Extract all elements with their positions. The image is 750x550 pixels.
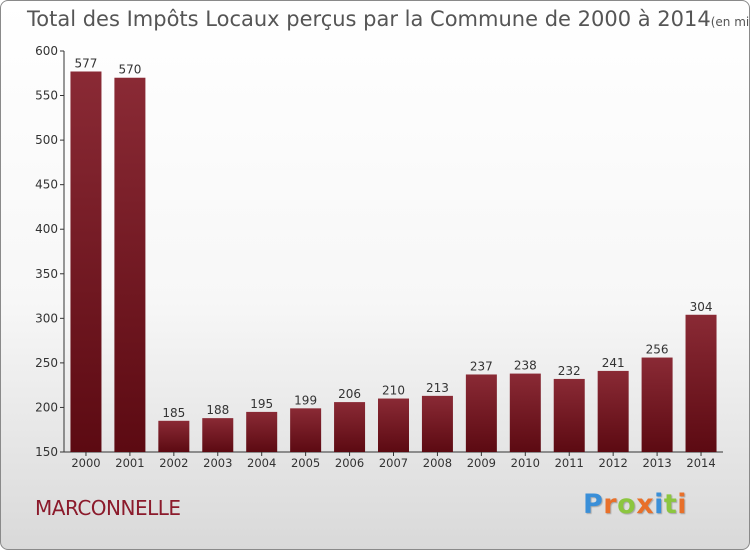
logo-letter: i (654, 489, 664, 520)
data-label: 241 (602, 356, 625, 370)
data-label: 237 (470, 359, 493, 373)
y-tick-label: 150 (35, 445, 58, 459)
x-tick-label: 2003 (203, 456, 232, 470)
logo-letter: P (583, 489, 604, 520)
bar (421, 395, 453, 452)
labels: 2000 577 2001 570 2002 185 2003 188 2004 195 2005 1… (71, 56, 715, 470)
x-tick-label: 2013 (642, 456, 671, 470)
x-tick-label: 2004 (247, 456, 276, 470)
data-label: 206 (338, 387, 361, 401)
x-tick-label: 2005 (291, 456, 320, 470)
x-tick-label: 2007 (379, 456, 408, 470)
bar (246, 411, 278, 452)
data-label: 304 (690, 300, 713, 314)
data-label: 577 (75, 56, 98, 70)
logo-letter: t (663, 489, 678, 520)
bar (158, 420, 190, 452)
y-tick-label: 450 (35, 178, 58, 192)
x-tick-label: 2001 (115, 456, 144, 470)
logo-letter: r (603, 489, 618, 520)
bar (465, 374, 497, 452)
x-tick-label: 2011 (555, 456, 584, 470)
bar (685, 314, 717, 452)
data-label: 199 (294, 393, 317, 407)
logo-letter: x (636, 489, 655, 520)
y-tick-label: 350 (35, 267, 58, 281)
commune-name: MARCONNELLE (35, 496, 181, 520)
y-tick-label: 250 (35, 356, 58, 370)
bar (553, 378, 585, 452)
y-tick-label: 200 (35, 400, 58, 414)
x-tick-label: 2000 (71, 456, 100, 470)
bar (641, 357, 673, 452)
y-tick-label: 400 (35, 222, 58, 236)
bar (290, 408, 322, 452)
data-label: 195 (250, 397, 273, 411)
chart-title-text: Total des Impôts Locaux perçus par la Co… (27, 7, 711, 31)
data-label: 185 (162, 406, 185, 420)
data-label: 188 (206, 403, 229, 417)
data-label: 210 (382, 384, 405, 398)
axes: 150 200 250 300 350 400 450 500 550 600 (35, 44, 723, 459)
x-tick-label: 2006 (335, 456, 364, 470)
unit-note: (en milliers d'€) (710, 15, 750, 29)
x-tick-label: 2010 (511, 456, 540, 470)
data-label: 238 (514, 359, 537, 373)
bars (70, 71, 717, 453)
chart-title: Total des Impôts Locaux perçus par la Co… (27, 7, 750, 31)
x-tick-label: 2009 (467, 456, 496, 470)
bar (509, 373, 541, 452)
x-tick-label: 2014 (686, 456, 715, 470)
bar (70, 71, 102, 453)
x-tick-label: 2012 (599, 456, 628, 470)
logo-letter: o (617, 489, 637, 520)
bar (378, 398, 409, 452)
x-tick-label: 2008 (423, 456, 452, 470)
y-tick-label: 300 (35, 311, 58, 325)
proxiti-logo: Proxiti (583, 489, 687, 520)
x-tick-label: 2002 (159, 456, 188, 470)
y-tick-label: 500 (35, 133, 58, 147)
y-tick-label: 550 (35, 89, 58, 103)
y-tick-label: 600 (35, 44, 58, 58)
data-label: 256 (646, 343, 669, 357)
bar (202, 418, 234, 452)
data-label: 213 (426, 381, 449, 395)
bar (597, 370, 629, 452)
logo-letter: i (677, 489, 688, 520)
bar (114, 77, 146, 452)
data-label: 570 (118, 63, 141, 77)
bar (334, 402, 366, 452)
data-label: 232 (558, 364, 581, 378)
